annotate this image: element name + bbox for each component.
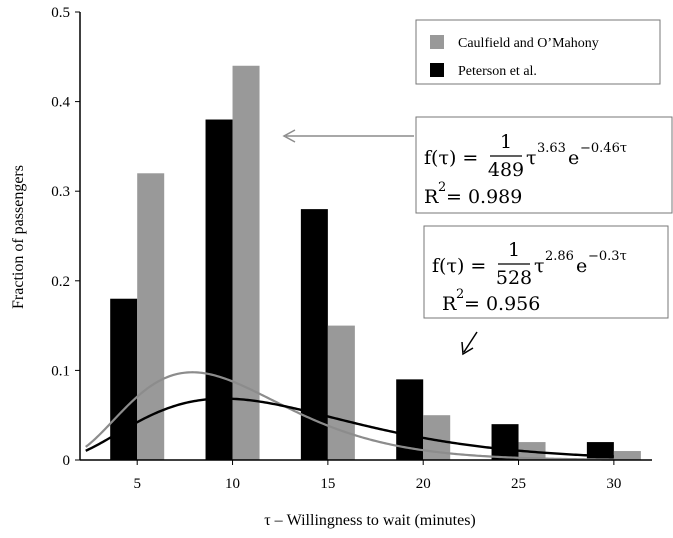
legend: Caulfield and O’Mahony Peterson et al. [415, 19, 661, 85]
legend-label-peterson: Peterson et al. [458, 64, 537, 79]
bar-peterson-5 [110, 298, 138, 460]
x-tick-label: 30 [606, 476, 621, 492]
equation-caulfield-exponent: 3.63 [537, 141, 566, 156]
y-axis-title: Fraction of passengers [10, 165, 27, 309]
equation-caulfield-denominator: 489 [488, 159, 524, 181]
x-tick-label: 10 [225, 476, 240, 492]
bar-caulfield-10 [232, 65, 260, 460]
x-ticks-group: 5 10 15 20 25 30 [133, 460, 621, 492]
equation-peterson-e-exponent: −0.3τ [588, 249, 627, 264]
legend-label-caulfield: Caulfield and O’Mahony [458, 36, 599, 51]
annotation-arrow-caulfield-head [282, 129, 296, 143]
bar-peterson-25 [491, 424, 519, 460]
legend-box [415, 19, 661, 85]
equation-caulfield-numerator: 1 [500, 131, 512, 153]
y-tick-label: 0.5 [51, 5, 70, 21]
equation-peterson-r2-exponent: 2 [456, 287, 464, 302]
equation-peterson-lhs: f(τ) = [432, 255, 486, 277]
equation-peterson-r2-value: = 0.956 [464, 293, 540, 315]
equation-caulfield-tau: τ [526, 147, 537, 169]
bar-caulfield-30 [613, 451, 641, 460]
y-tick-label: 0 [63, 453, 71, 469]
fit-curves-group [85, 371, 614, 461]
equation-peterson-exponent: 2.86 [545, 249, 574, 264]
bar-peterson-15 [300, 209, 328, 460]
bars-group [110, 65, 641, 461]
equation-peterson-r2-label: R [442, 293, 457, 315]
equation-caulfield-r2-exponent: 2 [438, 180, 446, 195]
equation-peterson-e: e [576, 255, 587, 277]
equation-peterson-denominator: 528 [496, 267, 532, 289]
equation-peterson-tau: τ [534, 255, 545, 277]
annotation-arrow-peterson-shaft [463, 331, 478, 353]
x-tick-label: 15 [320, 476, 335, 492]
x-axis-title: τ – Willingness to wait (minutes) [264, 512, 476, 529]
annotation-arrow-peterson [461, 331, 478, 356]
fit-curve-caulfield [85, 371, 614, 461]
equation-peterson-numerator: 1 [508, 239, 520, 261]
legend-swatch-caulfield [430, 35, 444, 49]
equation-box-peterson-frame [423, 225, 669, 319]
x-tick-label: 20 [416, 476, 431, 492]
bar-peterson-10 [205, 119, 233, 461]
annotation-arrow-peterson-head [461, 341, 474, 356]
equation-box-caulfield: f(τ) = 1 489 τ 3.63 e −0.46τ R 2 = 0.989 [415, 116, 673, 214]
y-tick-label: 0.1 [51, 363, 70, 379]
annotation-arrow-caulfield [282, 129, 414, 143]
y-tick-label: 0.3 [51, 184, 70, 200]
equation-caulfield-e: e [568, 147, 579, 169]
equation-caulfield-r2-label: R [424, 186, 439, 208]
equation-box-caulfield-frame [415, 116, 673, 214]
y-tick-label: 0.2 [51, 274, 70, 290]
bar-caulfield-5 [137, 173, 165, 460]
y-ticks-group: 0 0.1 0.2 0.3 0.4 0.5 [51, 5, 80, 469]
equation-caulfield-lhs: f(τ) = [424, 147, 478, 169]
bar-caulfield-15 [327, 325, 355, 460]
equation-caulfield-r2-value: = 0.989 [446, 186, 522, 208]
y-tick-label: 0.4 [51, 95, 70, 111]
x-tick-label: 5 [133, 476, 141, 492]
equation-caulfield-e-exponent: −0.46τ [580, 141, 627, 156]
legend-swatch-peterson [430, 63, 444, 77]
x-tick-label: 25 [511, 476, 526, 492]
fit-curve-peterson [85, 397, 614, 458]
equation-box-peterson: f(τ) = 1 528 τ 2.86 e −0.3τ R 2 = 0.956 [423, 225, 669, 319]
